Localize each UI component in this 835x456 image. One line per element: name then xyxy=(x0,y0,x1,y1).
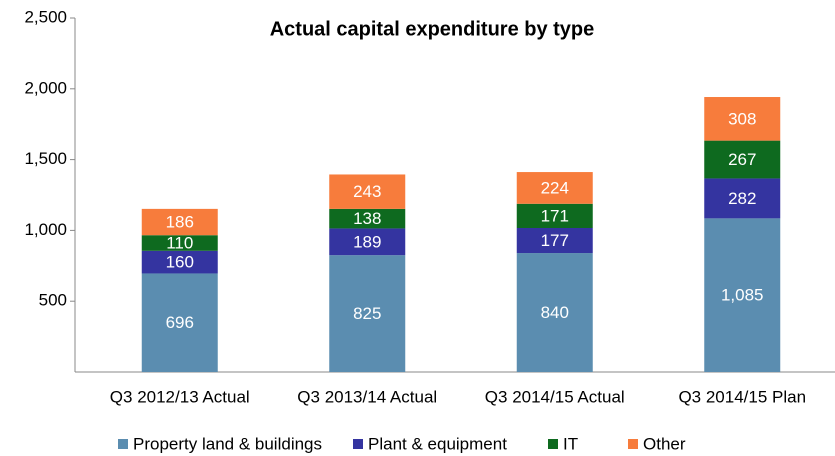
legend-label: IT xyxy=(563,434,578,453)
bar-segment xyxy=(141,250,218,274)
value-label: 224 xyxy=(541,178,569,197)
value-label: 308 xyxy=(728,109,756,128)
bar-segment xyxy=(704,178,781,219)
bar-segment xyxy=(704,218,781,372)
bar-segment xyxy=(141,273,218,372)
value-label: 189 xyxy=(353,232,381,251)
legend-label: Other xyxy=(643,434,686,453)
legend-label: Plant & equipment xyxy=(368,434,507,453)
chart-title: Actual capital expenditure by type xyxy=(270,18,595,40)
value-label: 1,085 xyxy=(721,286,764,305)
value-label: 267 xyxy=(728,150,756,169)
y-tick-label: 2,000 xyxy=(24,78,67,97)
legend-swatch xyxy=(118,439,128,449)
value-label: 138 xyxy=(353,209,381,228)
legend-label: Property land & buildings xyxy=(133,434,322,453)
bar-segment xyxy=(516,253,593,372)
bar-segment xyxy=(329,228,406,256)
y-tick-label: 2,500 xyxy=(24,7,67,26)
y-tick-label: 500 xyxy=(39,291,67,310)
x-tick-label: Q3 2013/14 Actual xyxy=(297,387,437,406)
bar-segment xyxy=(516,203,593,228)
bar-segment xyxy=(704,140,781,179)
value-label: 160 xyxy=(166,253,194,272)
bar-segment xyxy=(141,235,218,251)
value-label: 840 xyxy=(541,303,569,322)
legend-swatch xyxy=(353,439,363,449)
bar-segment xyxy=(329,208,406,229)
value-label: 177 xyxy=(541,231,569,250)
x-tick-label: Q3 2012/13 Actual xyxy=(110,387,250,406)
legend-swatch xyxy=(628,439,638,449)
value-label: 243 xyxy=(353,182,381,201)
bar-segment xyxy=(141,208,218,236)
value-label: 282 xyxy=(728,189,756,208)
bar-segment xyxy=(329,255,406,372)
value-label: 186 xyxy=(166,213,194,232)
y-tick-label: 1,000 xyxy=(24,220,67,239)
value-label: 825 xyxy=(353,304,381,323)
bar-segment xyxy=(704,97,781,141)
bar-segment xyxy=(516,172,593,204)
legend-swatch xyxy=(548,439,558,449)
y-tick-label: 1,500 xyxy=(24,149,67,168)
x-tick-label: Q3 2014/15 Actual xyxy=(485,387,625,406)
value-label: 696 xyxy=(166,313,194,332)
value-label: 171 xyxy=(541,206,569,225)
value-label: 110 xyxy=(166,233,193,252)
bar-segment xyxy=(516,227,593,254)
x-tick-label: Q3 2014/15 Plan xyxy=(678,387,806,406)
bar-segment xyxy=(329,174,406,209)
